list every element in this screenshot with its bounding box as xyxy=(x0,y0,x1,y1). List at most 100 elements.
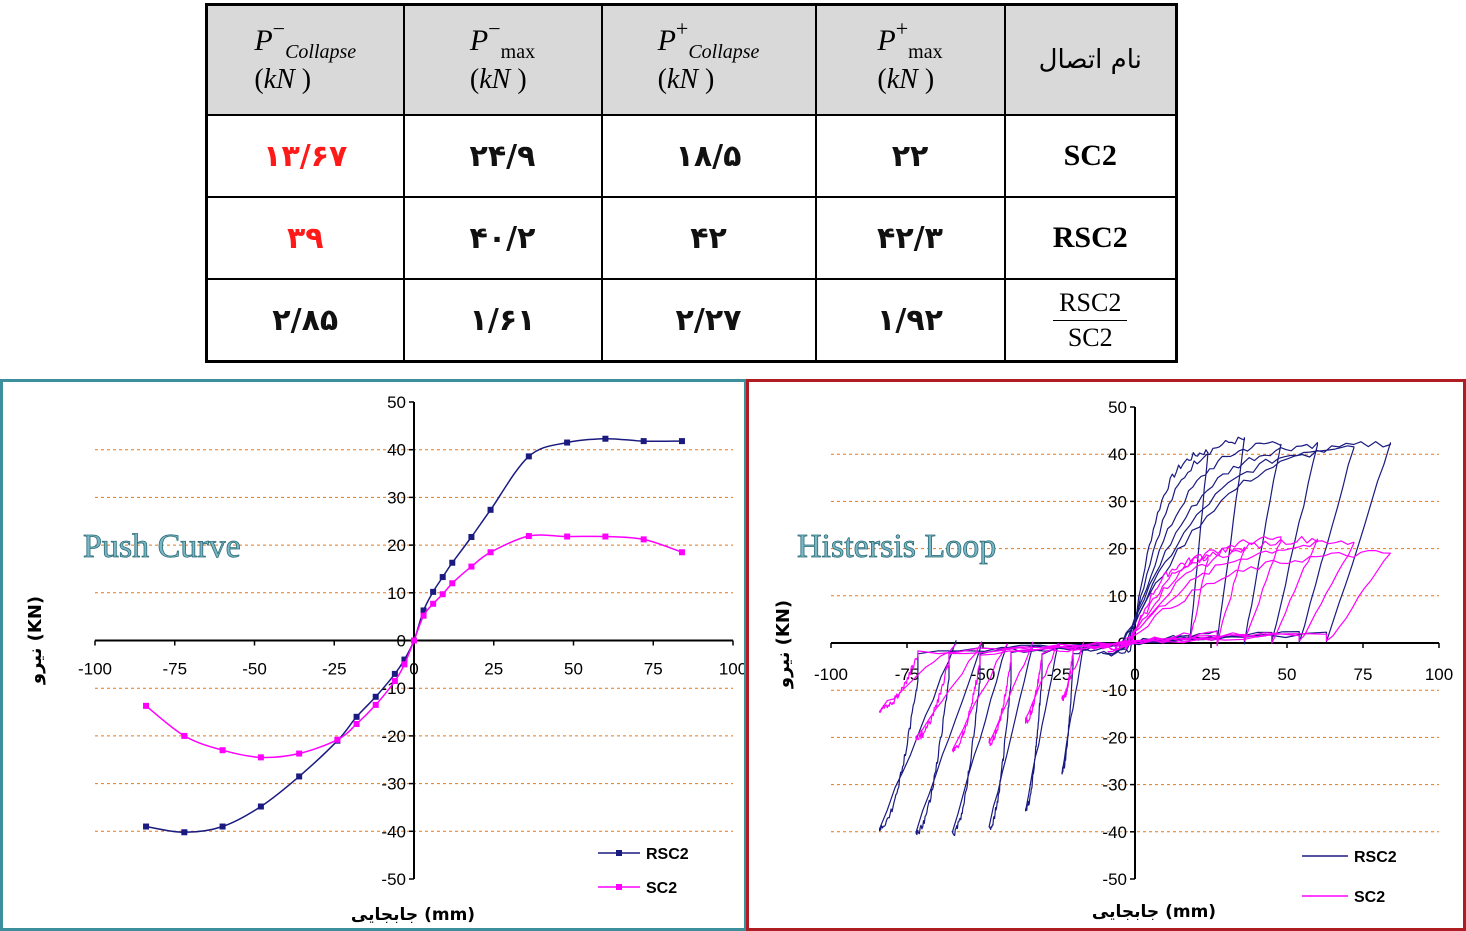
data-point-rsc2 xyxy=(219,823,226,830)
chart-title: Histersis Loop xyxy=(797,528,996,565)
data-point-sc2 xyxy=(411,637,417,644)
data-point-sc2 xyxy=(372,701,379,708)
data-point-sc2 xyxy=(296,750,303,757)
y-tick-label: 30 xyxy=(387,488,406,507)
data-point-rsc2 xyxy=(564,439,571,446)
series-line-rsc2 xyxy=(145,437,683,834)
x-tick-label: -75 xyxy=(162,660,187,679)
summary-table: P−Collapse (kN ) P−max (kN ) P+Collapse … xyxy=(205,3,1178,363)
series-loop-sc2 xyxy=(879,535,1391,753)
data-point-sc2 xyxy=(334,736,341,743)
y-tick-label: -20 xyxy=(381,727,406,746)
cell-sc2-p-pos-max: ۲۲ xyxy=(814,114,1006,198)
data-point-rsc2 xyxy=(640,438,647,445)
table-row: ۱۳/۶۷ ۲۴/۹ ۱۸/۵ ۲۲ SC2 xyxy=(205,114,1178,198)
x-tick-label: -100 xyxy=(78,660,112,679)
data-point-sc2 xyxy=(640,536,647,543)
data-point-rsc2 xyxy=(257,803,264,810)
data-point-rsc2 xyxy=(401,656,408,663)
y-tick-label: -50 xyxy=(381,870,406,889)
header-p-neg-collapse: P−Collapse (kN ) xyxy=(205,3,405,116)
y-tick-label: 40 xyxy=(1108,445,1127,464)
data-point-rsc2 xyxy=(420,607,427,614)
cell-ratio-p-neg-collapse: ۲/۸۵ xyxy=(205,278,405,363)
y-tick-label: 50 xyxy=(1108,398,1127,417)
y-tick-label: -40 xyxy=(381,822,406,841)
table-row: ۳۹ ۴۰/۲ ۴۲ ۴۲/۳ RSC2 xyxy=(205,196,1178,280)
ratio-denominator: SC2 xyxy=(1067,322,1113,352)
y-axis-label: نیرو (KN) xyxy=(773,600,794,689)
y-axis-label: نیرو (KN) xyxy=(25,596,46,685)
data-point-sc2 xyxy=(353,720,360,727)
x-tick-label: 25 xyxy=(1202,665,1221,684)
data-point-sc2 xyxy=(439,591,446,598)
x-tick-label: 50 xyxy=(564,660,583,679)
push-curve-panel: 50 40 30 20 10 0 -10 -20 -30 -40 -50 -100 -75 -50 -25 0… xyxy=(0,379,747,931)
data-point-sc2 xyxy=(143,702,150,709)
data-point-sc2 xyxy=(401,661,408,668)
x-tick-label: -100 xyxy=(814,665,848,684)
data-point-rsc2 xyxy=(430,588,437,595)
header-p-neg-max: P−max (kN ) xyxy=(402,3,603,116)
cell-ratio-p-neg-max: ۱/۶۱ xyxy=(402,278,603,363)
data-point-rsc2 xyxy=(353,713,360,720)
x-tick-label: 0 xyxy=(409,660,418,679)
data-point-sc2 xyxy=(468,563,475,570)
chart-title: Push Curve xyxy=(83,528,241,565)
ratio-fraction: RSC2 SC2 xyxy=(1053,286,1128,355)
data-point-rsc2 xyxy=(525,453,532,460)
y-tick-label: -50 xyxy=(1102,870,1127,889)
y-tick-label: 50 xyxy=(387,393,406,412)
hysteresis-panel: 50 40 30 20 10 0 -10 -20 -30 -40 -50 -100 -75 -50 -25 0… xyxy=(746,379,1466,931)
data-point-rsc2 xyxy=(439,574,446,581)
y-tick-label: -40 xyxy=(1102,823,1127,842)
x-tick-label: 100 xyxy=(1425,665,1453,684)
header-p-pos-max: P+max (kN ) xyxy=(814,3,1006,116)
y-tick-label: -30 xyxy=(381,775,406,794)
legend-marker-rsc2 xyxy=(616,850,622,856)
cell-sc2-name: SC2 xyxy=(1003,114,1178,198)
ratio-numerator: RSC2 xyxy=(1053,286,1128,321)
cell-ratio-p-pos-max: ۱/۹۲ xyxy=(814,278,1006,363)
data-point-sc2 xyxy=(181,732,188,739)
x-tick-label: 50 xyxy=(1278,665,1297,684)
cell-rsc2-p-neg-max: ۴۰/۲ xyxy=(402,196,603,280)
y-tick-label: 20 xyxy=(1108,540,1127,559)
data-point-sc2 xyxy=(449,580,456,587)
cell-sc2-p-neg-max: ۲۴/۹ xyxy=(402,114,603,198)
data-point-sc2 xyxy=(602,533,609,540)
y-tick-label: -20 xyxy=(1102,728,1127,747)
legend-label-rsc2: RSC2 xyxy=(646,846,689,863)
data-point-rsc2 xyxy=(602,435,609,442)
data-point-sc2 xyxy=(487,549,494,556)
cell-sc2-p-neg-collapse: ۱۳/۶۷ xyxy=(205,114,405,198)
data-point-rsc2 xyxy=(372,693,379,700)
data-point-sc2 xyxy=(420,612,427,619)
data-point-sc2 xyxy=(430,600,437,607)
x-axis-label: جابجایی (mm) xyxy=(1092,902,1216,922)
cell-rsc2-p-pos-collapse: ۴۲ xyxy=(600,196,817,280)
x-tick-label: -25 xyxy=(1047,665,1072,684)
x-tick-label: -25 xyxy=(322,660,347,679)
legend-label-sc2: SC2 xyxy=(1354,889,1385,906)
x-tick-label: 0 xyxy=(1130,665,1139,684)
y-tick-label: 0 xyxy=(397,632,406,651)
cell-sc2-p-pos-collapse: ۱۸/۵ xyxy=(600,114,817,198)
x-axis-label: جابجایی (mm) xyxy=(351,905,475,925)
y-tick-label: 30 xyxy=(1108,492,1127,511)
header-connection-name: نام اتصال xyxy=(1003,3,1178,116)
cell-ratio-p-pos-collapse: ۲/۲۷ xyxy=(600,278,817,363)
data-point-rsc2 xyxy=(143,823,150,830)
cell-ratio-name: RSC2 SC2 xyxy=(1003,278,1178,363)
data-point-sc2 xyxy=(525,533,532,540)
x-tick-label: 100 xyxy=(719,660,744,679)
legend-label-sc2: SC2 xyxy=(646,880,677,897)
y-tick-label: 40 xyxy=(387,441,406,460)
series-line-sc2 xyxy=(145,534,683,759)
data-point-rsc2 xyxy=(468,533,475,540)
data-point-sc2 xyxy=(391,678,398,685)
data-point-rsc2 xyxy=(296,773,303,780)
data-point-sc2 xyxy=(564,533,571,540)
